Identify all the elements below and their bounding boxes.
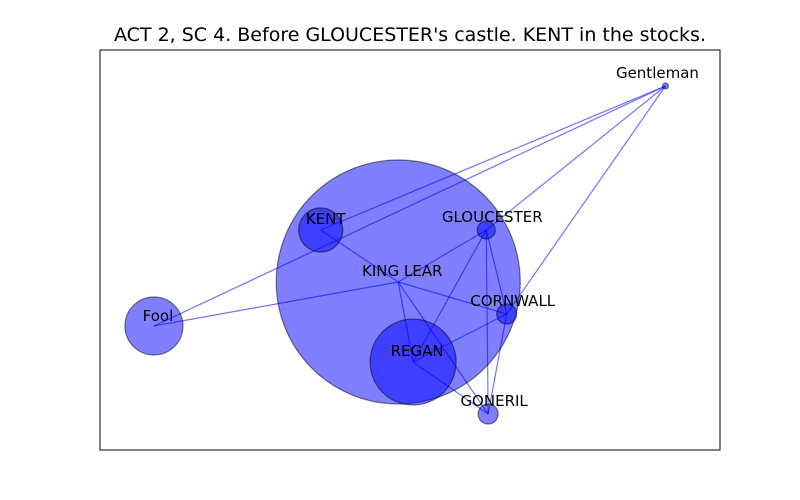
chart-title: ACT 2, SC 4. Before GLOUCESTER's castle.… — [114, 24, 706, 46]
label-kent: KENT — [306, 210, 347, 228]
edge-gentleman-cornwall — [506, 85, 666, 315]
node-gloucester — [476, 220, 496, 240]
node-regan — [369, 318, 457, 406]
label-goneril: GONERIL — [460, 392, 528, 410]
node-layer — [124, 82, 670, 425]
label-fool: Fool — [143, 307, 174, 325]
label-layer: KING LEAR REGAN Fool KENT GONERIL CORNWALL GLO… — [143, 64, 699, 410]
label-cornwall: CORNWALL — [470, 292, 556, 310]
node-kent — [298, 207, 344, 253]
edge-gentleman-gloucester — [485, 85, 666, 231]
label-king-lear: KING LEAR — [362, 262, 442, 280]
node-goneril — [477, 403, 499, 425]
label-gentleman: Gentleman — [616, 64, 699, 82]
node-gentleman — [661, 82, 670, 90]
node-cornwall — [496, 303, 518, 325]
plot-frame — [99, 49, 721, 451]
node-fool — [124, 296, 184, 356]
label-regan: REGAN — [391, 342, 444, 360]
label-gloucester: GLOUCESTER — [442, 208, 543, 226]
